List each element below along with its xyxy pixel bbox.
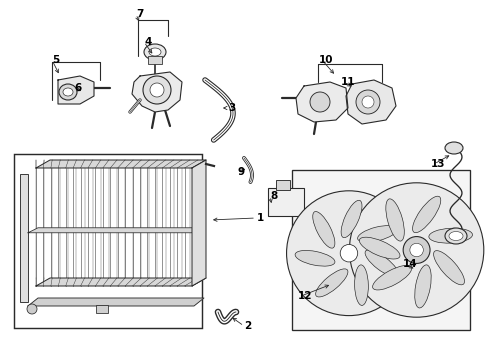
Circle shape (310, 92, 330, 112)
Circle shape (362, 96, 374, 108)
Text: 6: 6 (74, 83, 82, 93)
Ellipse shape (415, 265, 431, 308)
Ellipse shape (355, 265, 368, 305)
Ellipse shape (365, 250, 398, 277)
Circle shape (403, 237, 430, 264)
Ellipse shape (144, 44, 166, 60)
Ellipse shape (359, 237, 400, 259)
Text: 13: 13 (431, 159, 445, 169)
Ellipse shape (434, 251, 465, 285)
Bar (96, 305, 108, 313)
Ellipse shape (449, 231, 463, 240)
Ellipse shape (341, 200, 362, 238)
Text: 9: 9 (238, 167, 245, 177)
Circle shape (143, 76, 171, 104)
Bar (14, 154, 202, 328)
Ellipse shape (358, 226, 397, 242)
Ellipse shape (445, 142, 463, 154)
Ellipse shape (316, 269, 348, 297)
Circle shape (340, 244, 358, 262)
Polygon shape (296, 82, 348, 122)
Text: 11: 11 (341, 77, 355, 87)
Polygon shape (36, 160, 206, 168)
Ellipse shape (313, 212, 335, 248)
Polygon shape (28, 298, 204, 306)
Bar (268, 188, 304, 216)
Bar (148, 56, 162, 64)
Ellipse shape (413, 196, 441, 233)
Polygon shape (58, 76, 94, 104)
Ellipse shape (295, 251, 335, 266)
Text: 8: 8 (270, 191, 278, 201)
Circle shape (410, 243, 423, 257)
Ellipse shape (372, 265, 412, 290)
Circle shape (27, 304, 37, 314)
Text: 3: 3 (228, 103, 236, 113)
Ellipse shape (386, 199, 404, 241)
Circle shape (356, 90, 380, 114)
Circle shape (349, 183, 484, 317)
Text: 10: 10 (319, 55, 333, 65)
Text: 4: 4 (145, 37, 152, 47)
Ellipse shape (63, 88, 73, 96)
Circle shape (150, 83, 164, 97)
Bar (276, 180, 290, 190)
Ellipse shape (59, 84, 77, 100)
Bar (292, 170, 470, 330)
Polygon shape (132, 72, 182, 112)
Circle shape (287, 191, 412, 316)
Ellipse shape (445, 228, 467, 244)
Text: 7: 7 (136, 9, 144, 19)
Polygon shape (36, 278, 206, 286)
Ellipse shape (429, 228, 472, 243)
Ellipse shape (149, 48, 161, 56)
Polygon shape (346, 80, 396, 124)
Bar (20, 174, 28, 302)
Text: 12: 12 (298, 291, 312, 301)
Polygon shape (192, 160, 206, 286)
Text: 14: 14 (403, 259, 417, 269)
Text: 5: 5 (52, 55, 60, 65)
Text: 1: 1 (256, 213, 264, 223)
Text: 2: 2 (245, 321, 252, 331)
Polygon shape (28, 228, 202, 233)
